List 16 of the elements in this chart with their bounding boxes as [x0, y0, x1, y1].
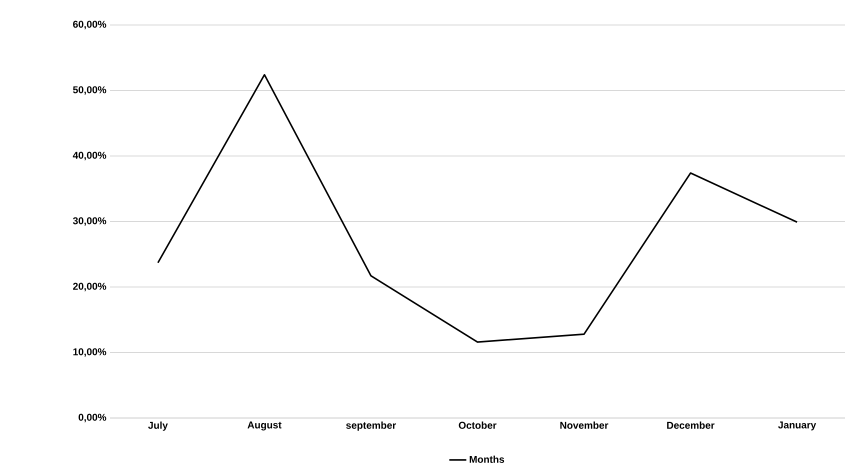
legend-label: Months — [470, 456, 504, 463]
y-tick-label: 0,00% — [78, 414, 106, 422]
y-tick-label: 30,00% — [72, 217, 106, 226]
x-tick-label: January — [778, 422, 816, 430]
x-tick-label: september — [346, 422, 396, 431]
y-tick-label: 40,00% — [72, 152, 106, 160]
x-tick-label: December — [667, 422, 714, 429]
x-tick-label: November — [560, 422, 608, 429]
x-tick-label: October — [458, 422, 496, 429]
y-tick-label: 60,00% — [73, 20, 106, 30]
y-tick-label: 50,00% — [73, 86, 106, 95]
x-tick-label: July — [148, 422, 168, 431]
y-tick-label: 10,00% — [73, 348, 106, 357]
y-tick-label: 20,00% — [73, 282, 106, 292]
x-tick-label: August — [248, 422, 282, 430]
line-series — [157, 74, 798, 343]
